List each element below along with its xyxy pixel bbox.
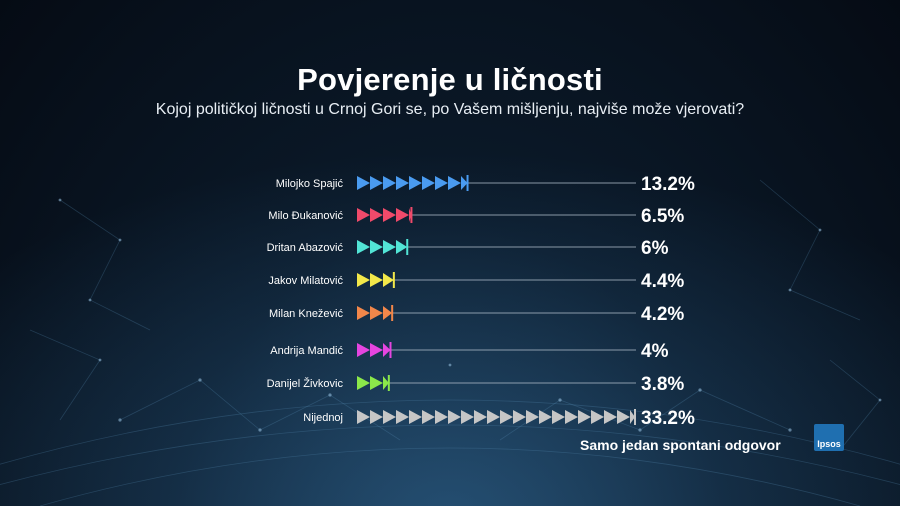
bar-arrow [409,176,422,190]
bar-arrow [422,410,435,424]
chart-title: Povjerenje u ličnosti [297,62,603,97]
bar-arrow [383,208,396,222]
bar [357,272,395,288]
bar-arrow [357,410,370,424]
ipsos-logo: Ipsos [814,424,844,451]
bar-end-cap [634,409,636,425]
bar-arrow [487,410,500,424]
bar-row: Andrija Mandić 4% [270,341,668,362]
bar-arrow [383,410,396,424]
bar [357,409,636,425]
bar-arrow [513,410,526,424]
bar-arrow [383,376,389,390]
bar-arrow [357,376,370,390]
bar [357,239,409,255]
category-label: Nijednoj [303,412,343,424]
bar-end-cap [387,375,390,391]
bar [357,207,413,223]
bar-arrow [435,410,448,424]
bar-arrow [578,410,591,424]
footnote: Samo jedan spontani odgovor [580,437,781,453]
chart-subtitle: Kojoj političkoj ličnosti u Crnoj Gori s… [155,101,745,118]
bar-row: Milojko Spajić 13.2% [276,174,695,195]
ipsos-logo-text: Ipsos [817,439,841,449]
bar-arrow [383,240,396,254]
category-label: Milo Đukanović [268,210,343,222]
bar-arrow [565,410,578,424]
bar-arrow [591,410,604,424]
value-label: 4.4% [641,271,684,292]
bar-end-cap [406,239,409,255]
value-label: 6.5% [641,206,684,227]
bar-row: Dritan Abazović 6% [267,238,669,259]
value-label: 33.2% [641,408,695,429]
bar-arrow [448,176,461,190]
bar-arrow [370,208,383,222]
value-label: 3.8% [641,374,684,395]
category-label: Jakov Milatović [268,275,343,287]
bar-arrow [409,410,422,424]
value-label: 4% [641,341,669,362]
bar-arrow [370,273,383,287]
category-label: Milan Knežević [269,308,343,320]
bar-arrow [383,176,396,190]
bar-arrow [370,343,383,357]
bar-arrow [409,208,412,222]
bar-arrow [370,376,383,390]
bar-arrow [422,176,435,190]
bar-arrow [630,410,635,424]
bar-arrow [552,410,565,424]
bar-arrow [357,208,370,222]
bar-arrow [396,410,409,424]
bar-arrow [370,410,383,424]
bar [357,305,394,321]
bar-arrow [370,176,383,190]
bar-arrow [357,176,370,190]
bar [357,342,392,358]
bar-arrow [396,240,408,254]
bar-arrow [396,208,409,222]
bar-end-cap [410,207,413,223]
bar-arrow [383,273,394,287]
bar-row: Milo Đukanović 6.5% [268,206,684,227]
bar [357,175,469,191]
value-label: 13.2% [641,174,695,195]
bar-end-cap [466,175,469,191]
bar-end-cap [392,272,395,288]
category-label: Milojko Spajić [276,178,344,190]
bar-row: Danijel Živkovic 3.8% [267,374,685,395]
bar-arrow [448,410,461,424]
category-label: Andrija Mandić [270,345,343,357]
bar-arrow [435,176,448,190]
bar-arrow [357,343,370,357]
category-label: Dritan Abazović [267,242,344,254]
bar-arrow [500,410,513,424]
bar-arrow [370,240,383,254]
bar-arrow [539,410,552,424]
bar-arrow [383,343,391,357]
bar-arrow [383,306,393,320]
bar-end-cap [391,305,394,321]
value-label: 6% [641,238,669,259]
bar [357,375,390,391]
bar-arrow [357,273,370,287]
bar-arrow [604,410,617,424]
bar-row: Nijednoj 33.2% [303,408,695,429]
bar-arrow [357,306,370,320]
bar-arrow [370,306,383,320]
bar-arrow [396,176,409,190]
bar-arrow [357,240,370,254]
bar-end-cap [389,342,392,358]
bar-arrow [474,410,487,424]
bar-row: Jakov Milatović 4.4% [268,271,684,292]
bar-arrow [461,410,474,424]
bar-row: Milan Knežević 4.2% [269,304,684,325]
bar-arrow [617,410,630,424]
value-label: 4.2% [641,304,684,325]
category-label: Danijel Živkovic [267,377,344,390]
bar-arrow [461,176,468,190]
bar-arrow [526,410,539,424]
